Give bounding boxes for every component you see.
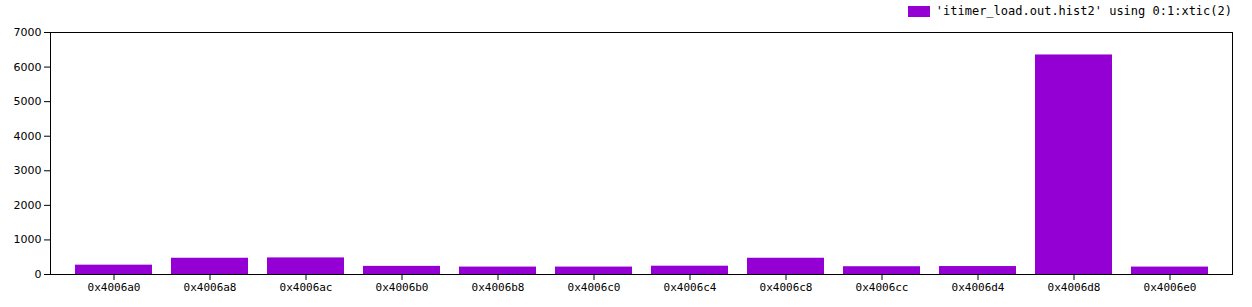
- svg-text:0: 0: [35, 268, 42, 281]
- svg-text:0x4006d4: 0x4006d4: [952, 281, 1005, 294]
- svg-text:7000: 7000: [14, 26, 42, 39]
- svg-text:1000: 1000: [14, 233, 42, 246]
- svg-text:6000: 6000: [14, 61, 42, 74]
- html-text:'itimer_load.out.hist2' using: 'itimer_load.out.hist2' using 0:1:xtic(2…: [935, 4, 1232, 18]
- svg-text:0x4006d8: 0x4006d8: [1048, 281, 1101, 294]
- svg-text:0x4006e0: 0x4006e0: [1144, 281, 1197, 294]
- svg-text:0x4006a0: 0x4006a0: [88, 281, 141, 294]
- svg-text:4000: 4000: [14, 130, 42, 143]
- svg-text:0x4006ac: 0x4006ac: [280, 281, 333, 294]
- svg-text:0x4006c4: 0x4006c4: [664, 281, 717, 294]
- svg-text:0x4006b0: 0x4006b0: [376, 281, 429, 294]
- svg-text:0x4006a8: 0x4006a8: [184, 281, 237, 294]
- svg-text:0x4006cc: 0x4006cc: [856, 281, 909, 294]
- svg-text:0x4006c8: 0x4006c8: [760, 281, 813, 294]
- svg-text:2000: 2000: [14, 199, 42, 212]
- svg-text:0x4006c0: 0x4006c0: [568, 281, 621, 294]
- svg-text:3000: 3000: [14, 164, 42, 177]
- svg-text:5000: 5000: [14, 95, 42, 108]
- svg-text:0x4006b8: 0x4006b8: [472, 281, 525, 294]
